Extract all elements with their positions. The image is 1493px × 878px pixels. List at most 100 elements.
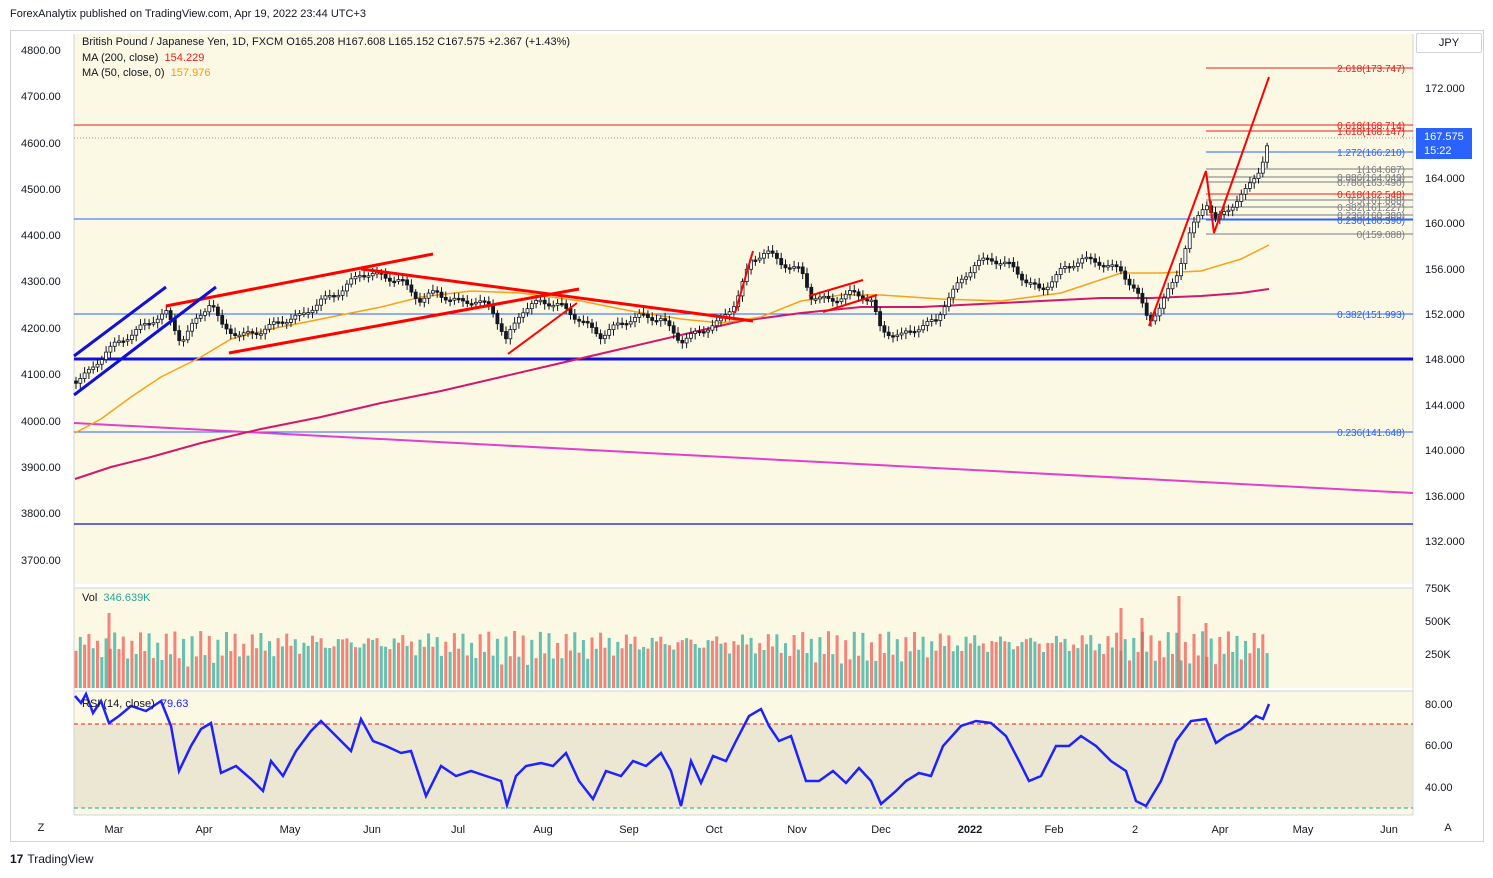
volume-bar xyxy=(792,635,796,688)
time-axis-label: Oct xyxy=(705,824,722,836)
volume-bar xyxy=(113,632,117,688)
candle-body xyxy=(671,325,676,334)
currency-button[interactable]: JPY xyxy=(1416,33,1482,53)
candle-body xyxy=(220,315,225,325)
volume-bar xyxy=(186,666,190,688)
candle-body xyxy=(921,325,925,331)
candle-body xyxy=(276,321,281,324)
volume-bar xyxy=(637,649,641,688)
candle-body xyxy=(1050,281,1054,288)
volume-bar xyxy=(612,655,615,688)
volume-bar xyxy=(1080,635,1084,688)
chart-canvas[interactable]: 4800.00 4700.00 4600.00 4500.00 4400.00 4300.… xyxy=(11,31,1485,843)
ma200-legend[interactable]: MA (200, close) 154.229 xyxy=(82,51,205,64)
candle-body xyxy=(633,317,637,323)
volume-bar xyxy=(1024,639,1028,688)
candle-body xyxy=(727,311,732,316)
candle-body xyxy=(1136,287,1140,294)
candle-body xyxy=(1071,265,1076,269)
volume-bar xyxy=(242,643,246,688)
volume-bar xyxy=(341,639,345,688)
candle-body xyxy=(439,291,444,298)
left-axis-label: 4000.00 xyxy=(21,416,61,428)
candle-body xyxy=(929,319,934,322)
volume-bar xyxy=(465,655,469,688)
volume-bar xyxy=(293,639,297,688)
volume-bar xyxy=(1115,632,1119,688)
candle-body xyxy=(886,331,891,337)
volume-bar xyxy=(1076,648,1080,688)
volume-axis-label: 500K xyxy=(1425,616,1451,628)
volume-bar xyxy=(1257,648,1260,688)
candle-body xyxy=(400,279,405,282)
volume-bar xyxy=(392,638,396,688)
candle-body xyxy=(650,317,655,321)
volume-bar xyxy=(1029,637,1033,688)
candle-body xyxy=(916,329,921,333)
candle-body xyxy=(267,323,272,330)
candle-body xyxy=(805,273,809,288)
volume-bar xyxy=(1020,641,1024,688)
candle-body xyxy=(405,279,410,286)
volume-bar xyxy=(822,654,826,688)
volume-bar xyxy=(345,638,349,688)
fib-label: 0.236(160.390) xyxy=(1337,216,1405,227)
volume-bar xyxy=(882,652,886,688)
volume-bar xyxy=(913,631,916,688)
candle-body xyxy=(215,306,220,316)
volume-bar xyxy=(298,653,302,688)
volume-bar xyxy=(177,658,181,688)
volume-bar xyxy=(1231,652,1235,688)
volume-bar xyxy=(753,653,757,688)
volume-bar xyxy=(311,635,314,688)
volume-bar xyxy=(336,639,340,688)
candle-body xyxy=(112,341,117,347)
zoom-button[interactable]: Z xyxy=(37,822,45,834)
volume-bar xyxy=(143,651,147,688)
candle-body xyxy=(1131,284,1136,289)
volume-bar xyxy=(1046,642,1050,688)
volume-bar xyxy=(1011,649,1015,688)
volume-bar xyxy=(156,642,160,688)
candle-body xyxy=(1170,281,1175,290)
rsi-value: 79.63 xyxy=(160,698,189,710)
volume-bar xyxy=(1222,653,1226,688)
volume-bar xyxy=(852,631,856,688)
volume-bar xyxy=(680,640,684,688)
volume-legend[interactable]: Vol 346.639K xyxy=(82,592,151,604)
candle-body xyxy=(306,312,311,315)
candle-body xyxy=(130,334,134,340)
trendline-red-nov xyxy=(808,279,864,297)
time-axis-label: May xyxy=(1293,824,1314,836)
volume-bar xyxy=(151,658,155,688)
rsi-legend[interactable]: RSI (14, close) 79.63 xyxy=(82,698,189,710)
volume-bar xyxy=(1201,631,1205,688)
candle-body xyxy=(1101,265,1106,268)
volume-bar xyxy=(590,637,594,688)
candle-body xyxy=(796,266,801,269)
volume-bar xyxy=(78,636,82,688)
volume-bar xyxy=(616,641,620,688)
volume-bar xyxy=(354,647,357,688)
volume-bar xyxy=(801,632,805,688)
candle-body xyxy=(990,258,994,262)
candle-body xyxy=(538,299,543,303)
ma50-legend[interactable]: MA (50, close, 0) 157.976 xyxy=(82,67,211,79)
right-axis-label: 140.000 xyxy=(1425,445,1465,457)
volume-bar xyxy=(1177,596,1181,688)
auto-scale-button[interactable]: A xyxy=(1444,822,1452,834)
candle-body xyxy=(654,320,659,323)
volume-bar xyxy=(663,644,667,688)
candle-body xyxy=(594,327,599,335)
candle-body xyxy=(228,328,233,334)
candle-body xyxy=(147,323,152,326)
candle-body xyxy=(1041,287,1046,291)
candle-body xyxy=(74,380,78,384)
candle-body xyxy=(1260,161,1265,174)
symbol-line[interactable]: British Pound / Japanese Yen, 1D, FXCM O… xyxy=(82,36,571,48)
left-axis-label: 4600.00 xyxy=(21,138,61,150)
chart-frame[interactable]: 4800.00 4700.00 4600.00 4500.00 4400.00 4300.… xyxy=(10,30,1484,842)
volume-bar xyxy=(263,650,267,688)
time-axis-label: 2022 xyxy=(958,824,982,836)
candle-body xyxy=(392,280,397,284)
